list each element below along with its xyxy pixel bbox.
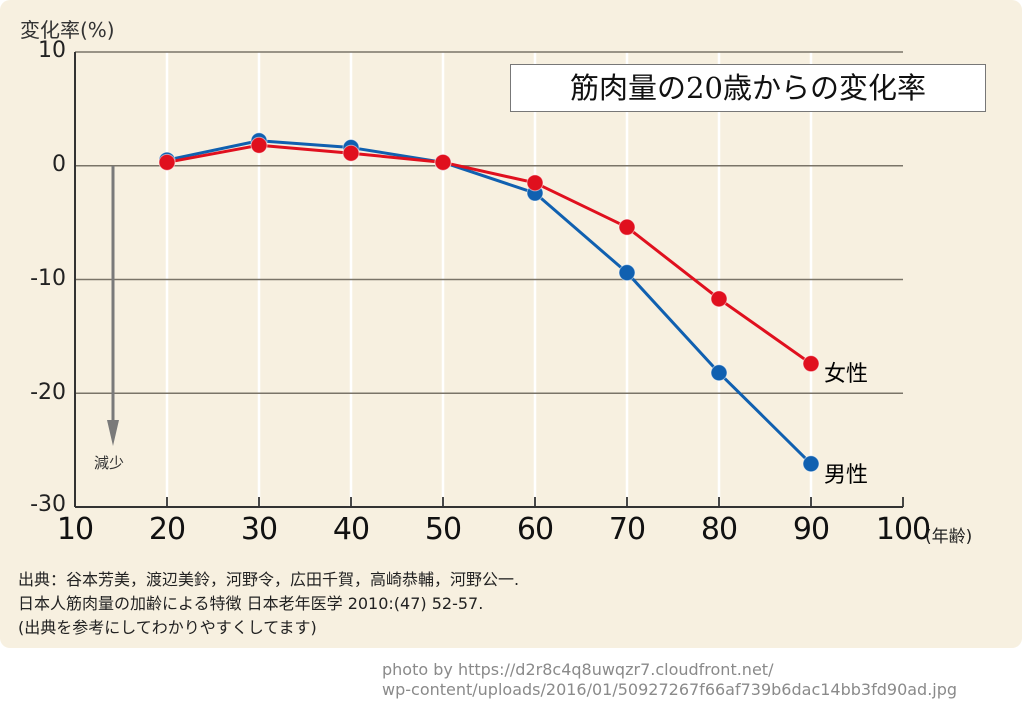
- y-tick-label: -30: [30, 492, 66, 517]
- series-line-female: [166, 143, 812, 365]
- data-point-female: [802, 355, 820, 373]
- data-point-male: [710, 364, 728, 382]
- y-tick-label: -20: [30, 380, 66, 405]
- data-point-male: [802, 455, 820, 473]
- x-tick-label: 80: [700, 512, 738, 547]
- data-point-female: [710, 290, 728, 308]
- x-tick-label: 60: [516, 512, 554, 547]
- data-point-male: [618, 264, 636, 282]
- data-point-female: [526, 174, 544, 192]
- credit-line: wp-content/uploads/2016/01/50927267f66af…: [382, 680, 958, 699]
- photo-credit: photo by https://d2r8c4q8uwqzr7.cloudfro…: [382, 660, 957, 700]
- x-axis-title: (年齢): [925, 527, 973, 547]
- x-tick-label: 30: [240, 512, 278, 547]
- source-line: 日本人筋肉量の加齢による特徴 日本老年医学 2010:(47) 52-57.: [18, 594, 484, 613]
- y-tick-label: -10: [30, 266, 66, 291]
- x-tick-label: 70: [608, 512, 646, 547]
- decrease-annotation: 減少: [94, 454, 125, 472]
- legend-male: 男性: [824, 463, 869, 488]
- data-point-female: [158, 153, 176, 171]
- credit-line: photo by https://d2r8c4q8uwqzr7.cloudfro…: [382, 660, 774, 679]
- source-line: 出典：谷本芳美，渡辺美鈴，河野令，広田千賀，高崎恭輔，河野公一.: [18, 570, 520, 589]
- decrease-arrow-icon: [107, 420, 119, 446]
- series-line-male: [166, 139, 813, 465]
- x-tick-label: 40: [332, 512, 370, 547]
- legend-female: 女性: [824, 362, 869, 387]
- y-axis-title: 変化率(%): [20, 18, 115, 42]
- source-citation: 出典：谷本芳美，渡辺美鈴，河野令，広田千賀，高崎恭輔，河野公一. 日本人筋肉量の…: [18, 568, 519, 640]
- source-line: (出典を参考にしてわかりやすくしてます): [18, 618, 317, 637]
- data-point-female: [434, 153, 452, 171]
- x-tick-label: 90: [792, 512, 830, 547]
- x-tick-label: 20: [148, 512, 186, 547]
- x-tick-label: 100: [875, 512, 931, 547]
- data-point-female: [618, 218, 636, 236]
- y-tick-label: 10: [38, 38, 66, 63]
- data-point-female: [342, 144, 360, 162]
- data-point-female: [250, 136, 268, 154]
- chart-card: 変化率(%) 10 0 -10 -20 -30 10 20 30 40 50 60 70 80…: [0, 0, 1022, 648]
- x-tick-label: 10: [56, 512, 94, 547]
- chart-title: 筋肉量の20歳からの変化率: [510, 64, 986, 112]
- x-tick-label: 50: [424, 512, 462, 547]
- y-tick-label: 0: [52, 152, 66, 177]
